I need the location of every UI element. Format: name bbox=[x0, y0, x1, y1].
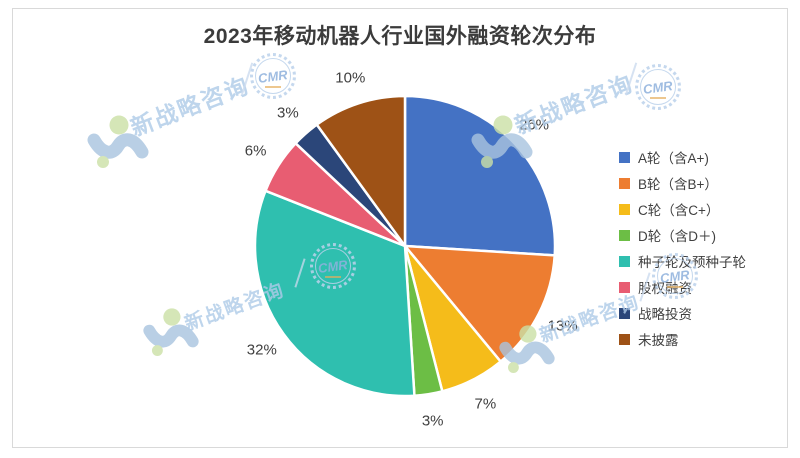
chart-title: 2023年移动机器人行业国外融资轮次分布 bbox=[203, 25, 597, 48]
legend-label: 种子轮及预种子轮 bbox=[638, 255, 746, 270]
legend-item-3: C轮（含C+） bbox=[619, 196, 746, 222]
legend-label: A轮（含A+) bbox=[638, 151, 709, 166]
pie-slice-5 bbox=[253, 189, 416, 398]
legend-swatch bbox=[619, 281, 630, 293]
legend-label: D轮（含D＋) bbox=[638, 229, 716, 244]
legend-label: 股权融资 bbox=[638, 281, 692, 296]
legend-swatch bbox=[619, 333, 630, 345]
legend-swatch bbox=[619, 229, 630, 241]
legend-label: 未披露 bbox=[638, 333, 679, 348]
legend-swatch bbox=[619, 307, 630, 319]
legend-label: C轮（含C+） bbox=[638, 203, 720, 218]
legend-item-7: 战略投资 bbox=[619, 300, 746, 326]
legend-label: 战略投资 bbox=[638, 307, 692, 322]
legend-swatch bbox=[619, 151, 630, 163]
legend-item-6: 股权融资 bbox=[619, 274, 746, 300]
legend-swatch bbox=[619, 203, 630, 215]
legend-swatch bbox=[619, 177, 630, 189]
legend-item-8: 未披露 bbox=[619, 326, 746, 352]
legend-label: B轮（含B+） bbox=[638, 177, 718, 192]
legend-item-1: A轮（含A+) bbox=[619, 144, 746, 170]
pie-slice-8 bbox=[315, 94, 407, 248]
legend: A轮（含A+) B轮（含B+） C轮（含C+） D轮（含D＋) 种子轮及预种子轮 股权融资… bbox=[619, 144, 746, 352]
legend-item-4: D轮（含D＋) bbox=[619, 222, 746, 248]
legend-item-2: B轮（含B+） bbox=[619, 170, 746, 196]
pie-slice-1 bbox=[403, 94, 557, 257]
legend-swatch bbox=[619, 255, 630, 267]
pie-chart bbox=[253, 94, 557, 398]
legend-item-5: 种子轮及预种子轮 bbox=[619, 248, 746, 274]
